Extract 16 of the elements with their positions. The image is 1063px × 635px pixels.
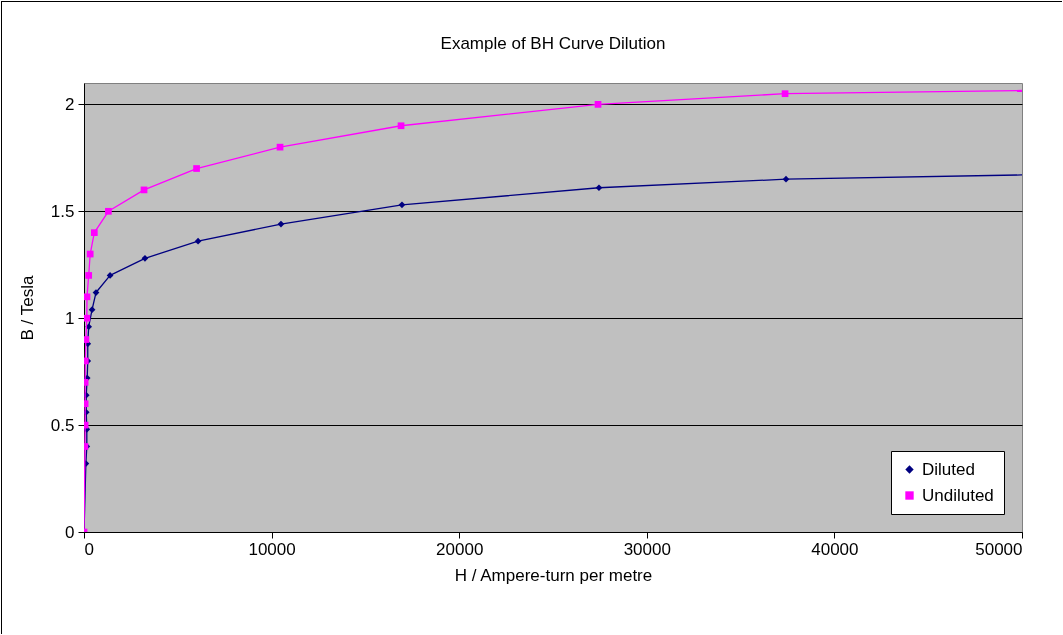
- x-axis-title: H / Ampere-turn per metre: [454, 565, 653, 585]
- x-tick-label: 50000: [975, 539, 1023, 559]
- y-tick-label: 1.5: [50, 201, 75, 221]
- y-tick-label: 2: [65, 94, 75, 114]
- legend-label: Diluted: [922, 459, 975, 479]
- y-tick-label: 0.5: [50, 415, 75, 435]
- legend-label: Undiluted: [922, 485, 994, 505]
- y-tick-label: 1: [65, 308, 75, 328]
- chart-title: Example of BH Curve Dilution: [440, 34, 666, 53]
- x-tick-label: 20000: [436, 539, 484, 559]
- x-tick-label: 40000: [811, 539, 859, 559]
- x-tick-label: 0: [84, 539, 94, 559]
- x-tick-label: 30000: [623, 539, 671, 559]
- y-axis-title: B / Tesla: [17, 275, 37, 341]
- y-tick-label: 0: [65, 522, 75, 542]
- x-tick-label: 10000: [248, 539, 296, 559]
